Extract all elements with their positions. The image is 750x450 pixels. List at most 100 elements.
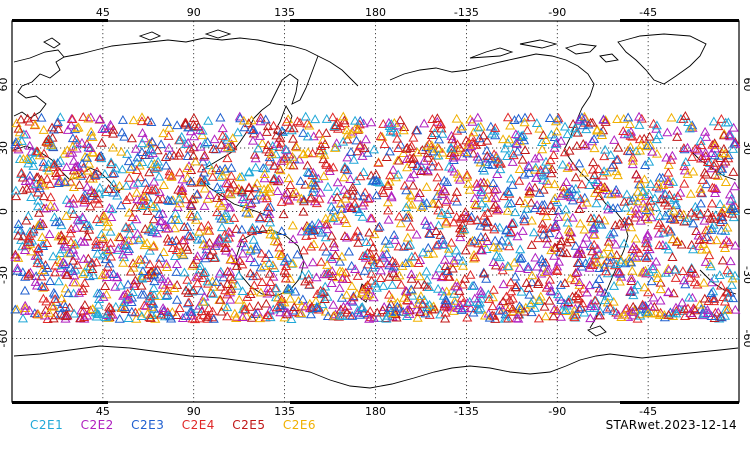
occultation-marker	[388, 308, 399, 318]
occultation-marker	[727, 208, 738, 218]
occultation-marker	[478, 177, 489, 187]
occultation-marker	[268, 120, 279, 130]
occultation-marker	[540, 135, 552, 145]
occultation-marker	[549, 179, 560, 189]
occultation-marker	[250, 162, 261, 172]
occultation-marker	[10, 304, 21, 314]
occultation-marker	[631, 169, 642, 179]
occultation-marker	[498, 296, 509, 306]
occultation-marker	[68, 182, 79, 192]
occultation-marker	[633, 111, 645, 121]
occultation-marker	[651, 120, 662, 130]
occultation-marker	[614, 266, 625, 276]
occultation-marker	[257, 138, 268, 148]
occultation-marker	[171, 310, 182, 319]
occultation-marker	[392, 120, 403, 130]
occultation-marker	[491, 205, 502, 215]
occultation-marker	[589, 230, 600, 239]
occultation-marker	[619, 221, 631, 231]
occultation-marker	[248, 234, 259, 244]
occultation-marker	[644, 244, 655, 254]
occultation-marker	[412, 161, 423, 170]
occultation-marker	[441, 216, 452, 226]
occultation-marker	[412, 147, 423, 157]
occultation-marker	[727, 273, 738, 283]
occultation-marker	[161, 262, 173, 272]
occultation-marker	[686, 207, 697, 217]
occultation-marker	[492, 169, 503, 178]
occultation-marker	[587, 260, 598, 270]
occultation-marker	[321, 128, 332, 137]
occultation-marker	[591, 198, 602, 208]
occultation-marker	[44, 229, 55, 239]
occultation-marker	[593, 213, 605, 223]
occultation-marker	[140, 223, 151, 233]
occultation-marker	[130, 307, 141, 317]
occultation-marker	[663, 309, 674, 319]
occultation-marker	[328, 299, 339, 309]
occultation-marker	[102, 246, 113, 256]
occultation-marker	[240, 304, 251, 314]
occultation-marker	[728, 203, 739, 212]
occultation-marker	[448, 306, 459, 315]
occultation-marker	[347, 190, 358, 200]
occultation-marker	[338, 136, 349, 146]
occultation-marker	[44, 178, 56, 188]
occultation-marker	[37, 232, 48, 242]
occultation-marker	[533, 277, 544, 286]
occultation-marker	[395, 218, 406, 228]
legend-item-c2e4: C2E4	[181, 418, 215, 432]
occultation-marker	[551, 126, 562, 136]
occultation-marker	[82, 262, 93, 272]
occultation-marker	[726, 280, 737, 289]
occultation-marker	[605, 229, 616, 239]
occultation-marker	[340, 193, 351, 203]
occultation-marker	[313, 302, 324, 312]
occultation-marker	[465, 303, 476, 313]
occultation-marker	[679, 178, 690, 188]
occultation-marker	[10, 251, 21, 261]
occultation-marker	[672, 131, 683, 141]
occultation-marker	[89, 188, 100, 197]
occultation-marker	[264, 268, 275, 278]
occultation-marker	[452, 144, 463, 154]
occultation-marker	[517, 226, 528, 235]
occultation-marker	[364, 284, 375, 294]
occultation-marker	[429, 304, 440, 314]
occultation-marker	[684, 123, 695, 133]
occultation-marker	[585, 313, 596, 323]
occultation-marker	[289, 302, 300, 312]
occultation-marker	[648, 292, 659, 302]
occultation-marker	[239, 122, 250, 132]
occultation-marker	[354, 207, 365, 217]
occultation-marker	[612, 114, 623, 123]
occultation-marker	[362, 280, 373, 290]
occultation-marker	[594, 283, 605, 293]
occultation-marker	[510, 282, 522, 292]
occultation-marker	[534, 151, 545, 161]
occultation-marker	[194, 264, 205, 274]
occultation-marker	[422, 274, 433, 284]
occultation-marker	[197, 125, 208, 135]
occultation-marker	[275, 132, 286, 142]
occultation-marker	[709, 183, 720, 193]
occultation-marker	[725, 256, 736, 266]
occultation-marker	[222, 311, 233, 321]
occultation-marker	[718, 203, 730, 213]
occultation-marker	[453, 251, 464, 261]
occultation-marker	[642, 214, 653, 224]
occultation-marker	[684, 292, 695, 302]
occultation-marker	[294, 117, 306, 127]
occultation-marker	[368, 144, 380, 154]
occultation-marker	[686, 264, 697, 274]
occultation-marker	[139, 300, 150, 310]
occultation-marker	[600, 144, 611, 154]
occultation-marker	[71, 134, 82, 144]
occultation-marker	[226, 170, 237, 180]
occultation-marker	[222, 142, 233, 152]
occultation-marker	[346, 281, 357, 290]
occultation-marker	[155, 216, 166, 226]
occultation-marker	[527, 270, 538, 280]
occultation-marker	[587, 117, 598, 127]
occultation-marker	[507, 218, 518, 228]
